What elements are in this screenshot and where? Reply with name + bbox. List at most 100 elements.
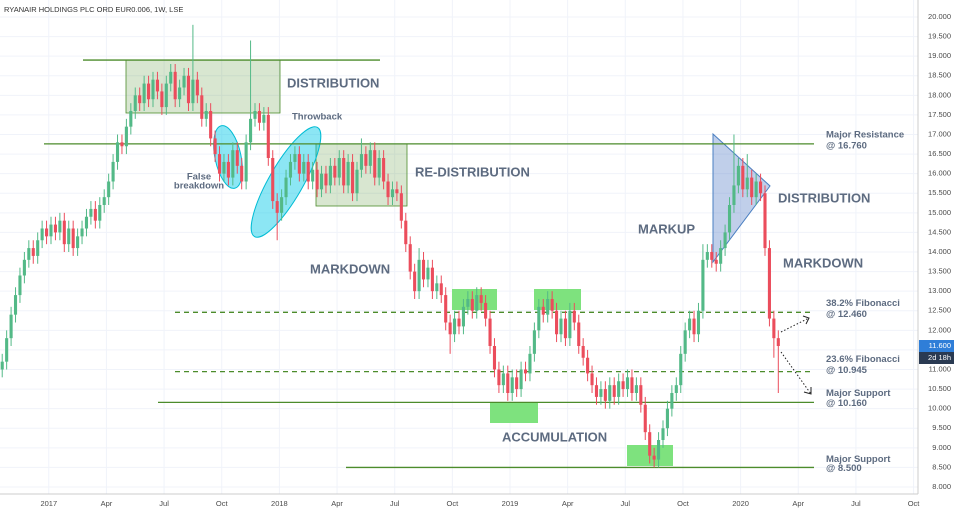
candle-body: [652, 455, 656, 460]
candle-body: [151, 79, 155, 100]
candle-body: [741, 165, 745, 190]
candle-body: [364, 154, 368, 166]
y-tick-label: 9.500: [932, 423, 951, 432]
candle-body: [173, 71, 177, 100]
x-tick-label: Apr: [792, 499, 804, 508]
candle-body: [288, 161, 293, 178]
candle-body: [665, 408, 669, 429]
candle-body: [688, 318, 692, 331]
candle-body: [231, 150, 235, 178]
candle-body: [555, 310, 559, 335]
candle-body: [426, 267, 430, 280]
candle-body: [262, 114, 266, 123]
candle-body: [293, 154, 297, 162]
candle-body: [475, 295, 479, 311]
candle-body: [222, 161, 226, 174]
candle-body: [373, 150, 377, 178]
candle-body: [736, 165, 740, 186]
candle-body: [244, 142, 248, 182]
candle-body: [217, 154, 222, 174]
candle-body: [679, 353, 683, 386]
candle-body: [572, 310, 576, 323]
candle-body: [204, 111, 208, 119]
candle-body: [266, 114, 270, 158]
y-tick-label: 19.500: [928, 32, 951, 41]
candle-body: [559, 318, 563, 335]
candle-body: [93, 208, 97, 221]
projection-arrow: [780, 351, 812, 395]
y-tick-label: 20.000: [928, 12, 951, 21]
y-tick-label: 17.500: [928, 110, 951, 119]
candle-body: [519, 369, 523, 390]
candle-body: [621, 381, 625, 390]
y-tick-label: 13.500: [928, 267, 951, 276]
level-label: 23.6% Fibonacci: [826, 354, 900, 365]
candle-body: [382, 158, 386, 182]
candle-body: [67, 228, 71, 245]
candle-body: [297, 154, 301, 174]
candle-body: [315, 169, 319, 190]
candle-body: [45, 228, 49, 237]
annotation: breakdown: [174, 181, 224, 192]
candle-body: [249, 118, 253, 143]
candle-body: [115, 142, 120, 162]
candle-body: [657, 440, 661, 460]
candle-body: [439, 283, 443, 296]
candle-body: [546, 299, 550, 315]
y-tick-label: 13.000: [928, 286, 951, 295]
candle-body: [368, 150, 372, 166]
candle-body: [492, 346, 497, 370]
candle-body: [404, 220, 408, 245]
candle-body: [541, 306, 545, 315]
candle-body: [515, 377, 519, 390]
level-label: @ 12.460: [826, 309, 867, 320]
candle-body: [696, 310, 701, 335]
candle-body: [727, 205, 732, 233]
x-tick-label: Jul: [851, 499, 861, 508]
annotation: Throwback: [292, 112, 343, 123]
y-tick-label: 18.500: [928, 71, 951, 80]
candle-body: [488, 318, 492, 346]
y-tick-label: 11.000: [929, 364, 951, 373]
level-label: @ 8.500: [826, 463, 862, 474]
candle-body: [701, 259, 705, 311]
candle-body: [333, 165, 337, 178]
candle-body: [62, 220, 66, 245]
candle-body: [759, 181, 763, 194]
annotation: DISTRIBUTION: [287, 75, 379, 90]
candle-body: [719, 248, 723, 264]
y-tick-label: 17.000: [928, 129, 951, 138]
candle-body: [280, 197, 284, 213]
annotation: MARKDOWN: [783, 255, 863, 270]
candle-body: [523, 369, 528, 374]
zone-box: [452, 289, 497, 310]
candle-body: [461, 306, 465, 327]
annotation: MARKUP: [638, 221, 695, 236]
y-tick-label: 10.000: [928, 404, 951, 413]
candle-body: [466, 299, 470, 307]
price-axis-bg: [918, 0, 954, 512]
candle-body: [275, 201, 279, 213]
candle-body: [124, 126, 128, 147]
candle-body: [639, 385, 643, 405]
candle-body: [155, 79, 159, 92]
candle-body: [510, 377, 514, 393]
arrow-head: [803, 387, 812, 395]
candle-body: [129, 111, 133, 127]
candle-body: [102, 197, 106, 205]
x-tick-label: Jul: [621, 499, 631, 508]
annotation: MARKDOWN: [310, 261, 390, 276]
annotation: DISTRIBUTION: [778, 190, 870, 205]
candle-body: [732, 185, 736, 205]
candle-body: [5, 338, 9, 362]
level-label: Major Support: [826, 454, 891, 465]
candle-body: [186, 75, 191, 104]
candle-body: [191, 79, 195, 104]
level-label: Major Support: [826, 388, 891, 399]
candle-body: [302, 161, 306, 174]
candle-body: [506, 373, 510, 393]
candle-body: [253, 111, 257, 119]
candle-body: [80, 228, 84, 237]
candle-body: [705, 252, 709, 260]
candle-body: [195, 79, 199, 96]
